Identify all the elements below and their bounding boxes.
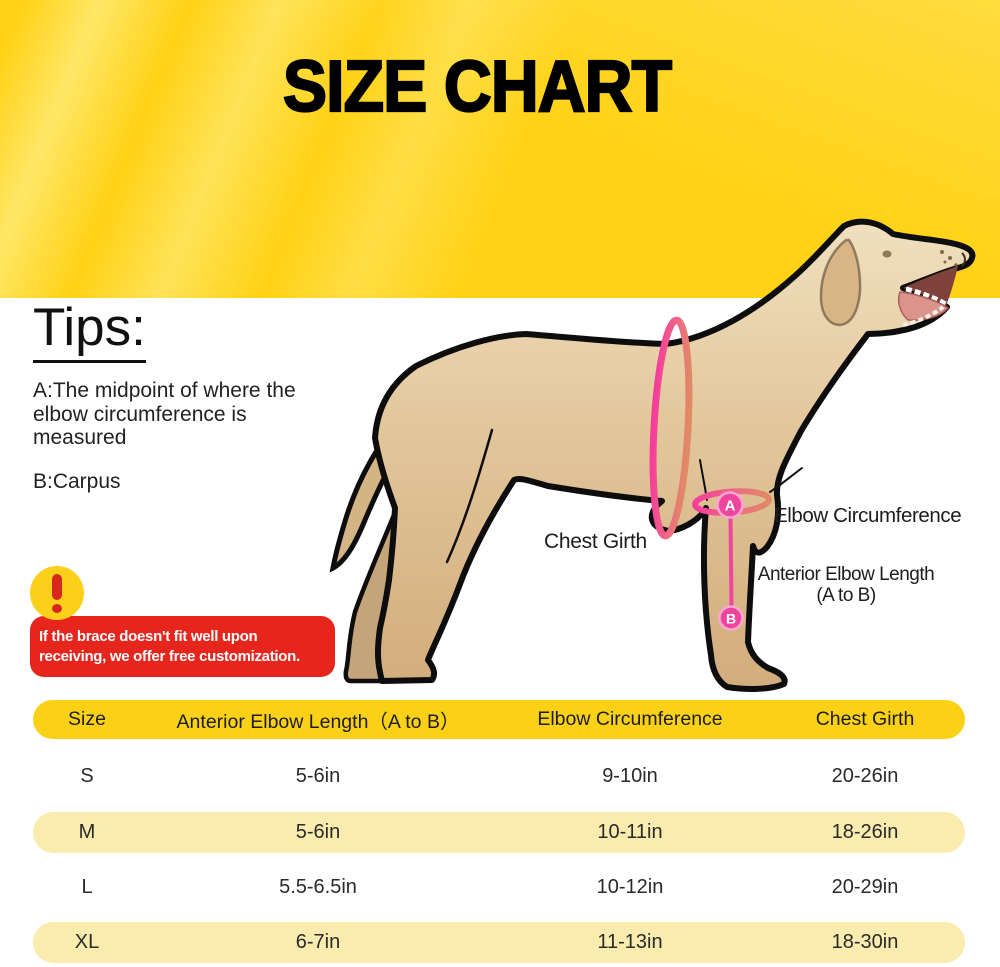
- cell-elbow: 10-11in: [597, 821, 663, 843]
- anterior-elbow-length-label: Anterior Elbow Length (A to B): [757, 564, 935, 606]
- svg-text:A: A: [725, 498, 736, 515]
- cell-chest: 18-26in: [831, 821, 899, 843]
- cell-size: XL: [74, 931, 100, 953]
- cell-elbow: 11-13in: [597, 931, 663, 953]
- exclamation-icon: [30, 566, 84, 620]
- cell-size: S: [80, 765, 94, 787]
- elbow-circumference-label: Elbow Circumference: [774, 504, 962, 527]
- dog-body: [372, 218, 976, 692]
- svg-text:B: B: [726, 611, 736, 627]
- tip-b-text: B:Carpus: [33, 470, 121, 493]
- dog-nose-speckles: [940, 250, 958, 272]
- tips-heading: Tips:: [33, 300, 146, 363]
- table-row-l: L 5.5-6.5in 10-12in 20-29in: [33, 867, 965, 908]
- dog-mouth-interior: [903, 266, 958, 306]
- cell-chest: 20-29in: [831, 876, 899, 898]
- cell-anterior: 6-7in: [295, 931, 341, 953]
- col-header-chest-girth: Chest Girth: [815, 708, 915, 730]
- dog-nostril: [961, 252, 966, 267]
- chest-girth-label: Chest Girth: [544, 530, 647, 553]
- cell-elbow: 9-10in: [602, 765, 658, 787]
- cell-elbow: 10-12in: [596, 876, 664, 898]
- cell-anterior: 5-6in: [295, 821, 341, 843]
- table-row-s: S 5-6in 9-10in 20-26in: [33, 756, 965, 797]
- table-row-xl: XL 6-7in 11-13in 18-30in: [33, 922, 965, 963]
- cell-size: M: [78, 821, 96, 843]
- yellow-banner: [0, 0, 1000, 298]
- cell-chest: 18-30in: [831, 931, 899, 953]
- page-title: SIZE CHART: [282, 46, 673, 128]
- dog-ear: [819, 238, 862, 327]
- size-table-header: Size Anterior Elbow Length（A to B） Elbow…: [33, 700, 965, 739]
- dog-diagram-illustration: A B: [329, 218, 976, 692]
- dog-lower-teeth: [902, 305, 945, 327]
- point-b-badge: B: [718, 605, 744, 631]
- dog-eye: [882, 250, 892, 258]
- a-to-b-measurement-line: [728, 515, 734, 609]
- chest-girth-ellipse: [649, 316, 693, 540]
- col-header-size: Size: [68, 708, 106, 730]
- table-row-m: M 5-6in 10-11in 18-26in: [33, 812, 965, 853]
- cell-size: L: [81, 876, 93, 898]
- dog-upper-teeth: [905, 286, 949, 308]
- col-header-elbow-circumference: Elbow Circumference: [537, 708, 723, 730]
- col-header-anterior-elbow-length: Anterior Elbow Length（A to B）: [176, 711, 460, 733]
- point-a-badge: A: [716, 491, 744, 519]
- customization-warning: If the brace doesn't fit well upon recei…: [30, 616, 335, 677]
- cell-chest: 20-26in: [831, 765, 899, 787]
- cell-anterior: 5.5-6.5in: [279, 876, 357, 898]
- cell-anterior: 5-6in: [295, 765, 341, 787]
- warning-line-1: If the brace doesn't fit well upon: [39, 628, 258, 645]
- tip-a-text: A:The midpoint of where the elbow circum…: [33, 379, 296, 449]
- warning-line-2: receiving, we offer free customization.: [39, 648, 300, 665]
